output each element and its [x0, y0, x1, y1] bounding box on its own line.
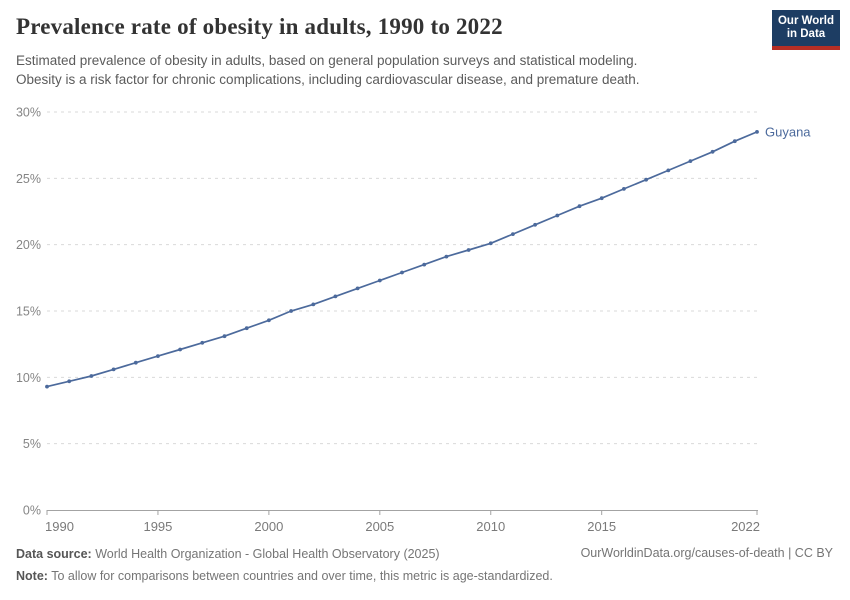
data-point[interactable] [466, 248, 471, 252]
data-point[interactable] [555, 213, 560, 218]
data-point[interactable] [666, 168, 671, 173]
data-point[interactable] [222, 334, 227, 339]
y-axis-tick-label: 20% [16, 238, 41, 252]
x-axis-tick-label: 2015 [587, 519, 616, 534]
data-point[interactable] [67, 379, 72, 384]
y-axis-tick-label: 15% [16, 305, 41, 319]
note-line: Note: To allow for comparisons between c… [16, 568, 553, 585]
page-title: Prevalence rate of obesity in adults, 19… [16, 14, 503, 39]
series-end-label[interactable]: Guyana [765, 124, 811, 139]
owid-citation-link[interactable]: OurWorldinData.org/causes-of-death | CC … [580, 546, 833, 560]
data-point[interactable] [311, 302, 316, 307]
y-axis-tick-label: 10% [16, 371, 41, 385]
logo-line-2: in Data [786, 28, 826, 40]
note-label: Note: [16, 569, 48, 583]
data-point[interactable] [755, 130, 759, 134]
data-source-label: Data source: [16, 547, 92, 561]
data-point[interactable] [533, 222, 537, 227]
y-axis-tick-label: 5% [23, 437, 41, 451]
data-point[interactable] [333, 294, 338, 299]
data-point[interactable] [89, 374, 94, 378]
data-point[interactable] [732, 139, 737, 144]
x-axis-tick-label: 2022 [731, 519, 760, 534]
data-point[interactable] [355, 286, 360, 291]
data-point[interactable] [422, 262, 427, 267]
data-point[interactable] [644, 177, 648, 182]
logo-line-1: Our World [777, 15, 834, 27]
data-point[interactable] [111, 367, 116, 372]
data-point[interactable] [267, 318, 271, 323]
data-point[interactable] [244, 326, 249, 331]
data-point[interactable] [577, 204, 582, 209]
data-point[interactable] [178, 347, 183, 352]
x-axis-tick-label: 2005 [365, 519, 394, 534]
series-line-guyana[interactable] [46, 131, 758, 388]
x-axis-tick-label: 1990 [45, 519, 74, 534]
data-point[interactable] [710, 149, 715, 154]
subtitle-line-2: Obesity is a risk factor for chronic com… [16, 72, 640, 87]
data-point[interactable] [688, 159, 693, 164]
data-source-line: Data source: World Health Organization -… [16, 546, 440, 563]
y-axis-tick-label: 0% [23, 504, 41, 518]
data-point[interactable] [289, 309, 293, 313]
x-axis-tick-label: 2010 [476, 519, 505, 534]
data-point[interactable] [488, 241, 493, 246]
owid-logo[interactable]: Our World in Data [772, 10, 840, 50]
data-point[interactable] [444, 254, 449, 259]
x-axis-tick-label: 1995 [143, 519, 172, 534]
note-text: To allow for comparisons between countri… [47, 569, 553, 583]
data-point[interactable] [200, 340, 205, 345]
data-point[interactable] [156, 354, 160, 358]
chart-subtitle: Estimated prevalence of obesity in adult… [16, 51, 746, 89]
data-point[interactable] [45, 384, 49, 389]
data-point[interactable] [133, 360, 138, 365]
y-axis-tick-label: 25% [16, 172, 41, 186]
x-axis-tick-label: 2000 [254, 519, 283, 534]
subtitle-line-1: Estimated prevalence of obesity in adult… [16, 53, 638, 68]
data-point[interactable] [622, 187, 626, 191]
data-point[interactable] [377, 278, 382, 283]
data-point[interactable] [599, 196, 604, 201]
data-source-text: World Health Organization - Global Healt… [91, 547, 440, 561]
data-point[interactable] [400, 270, 404, 275]
data-point[interactable] [511, 232, 515, 237]
y-axis-tick-label: 30% [16, 106, 41, 120]
